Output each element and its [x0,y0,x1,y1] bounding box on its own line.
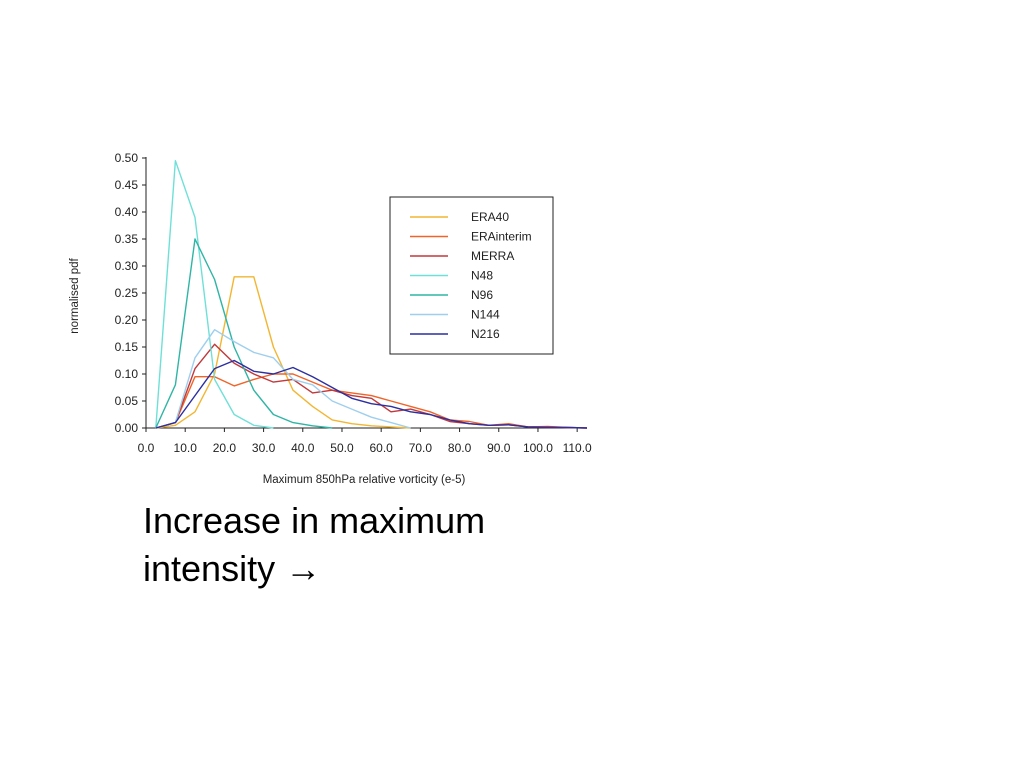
c1-legend-label: N144 [471,308,500,322]
c1-y-tick-label: 0.10 [115,367,139,381]
caption: Increase in maximum intensity → [143,497,563,593]
c1-y-tick-label: 0.15 [115,340,139,354]
c1-series-line-erainterim [155,373,588,429]
c1-y-tick-label: 0.00 [115,421,139,435]
c1-x-tick-label: 40.0 [291,441,315,455]
c1-legend-label: N96 [471,288,493,302]
c1-x-axis-label: Maximum 850hPa relative vorticity (e-5) [263,474,466,486]
c1-x-tick-label: 20.0 [213,441,237,455]
c1-series-line-era40 [155,276,411,429]
c1-x-tick-label: 80.0 [448,441,472,455]
c1-x-tick-label: 70.0 [409,441,433,455]
c1-y-tick-label: 0.25 [115,286,139,300]
c1-x-tick-label: 110.0 [563,441,592,455]
c1-y-tick-label: 0.50 [115,151,139,165]
caption-line-2-text: intensity [143,548,276,589]
c1-y-tick-label: 0.20 [115,313,139,327]
c1-series-line-n144 [155,329,411,429]
c1-y-axis-label: normalised pdf [69,257,81,333]
c1-x-tick-label: 10.0 [174,441,198,455]
c1-x-tick-label: 90.0 [487,441,511,455]
c1-series-line-n216 [155,359,588,429]
c1-y-tick-label: 0.30 [115,259,139,273]
c1-legend-label: ERA40 [471,210,509,224]
c1-y-tick-label: 0.35 [115,232,139,246]
c1-series-line-n96 [155,238,333,429]
c1-legend-label: N216 [471,327,500,341]
c1-legend-label: ERAinterim [471,230,532,244]
c1-x-tick-label: 50.0 [330,441,354,455]
c1-x-tick-label: 0.0 [138,441,155,455]
c1-y-tick-label: 0.40 [115,205,139,219]
caption-line-1: Increase in maximum [143,500,486,541]
c1-series-line-merra [155,343,588,429]
c1-y-tick-label: 0.05 [115,394,139,408]
caption-line-2: intensity → [143,545,563,593]
c1-series-line-n48 [155,159,274,429]
c1-x-tick-label: 30.0 [252,441,276,455]
c1-legend-label: MERRA [471,249,514,263]
c1-y-tick-label: 0.45 [115,178,139,192]
c1-x-tick-label: 60.0 [369,441,393,455]
c1-x-tick-label: 100.0 [523,441,553,455]
right-arrow-icon: → [285,548,322,589]
c1-legend-label: N48 [471,269,493,283]
